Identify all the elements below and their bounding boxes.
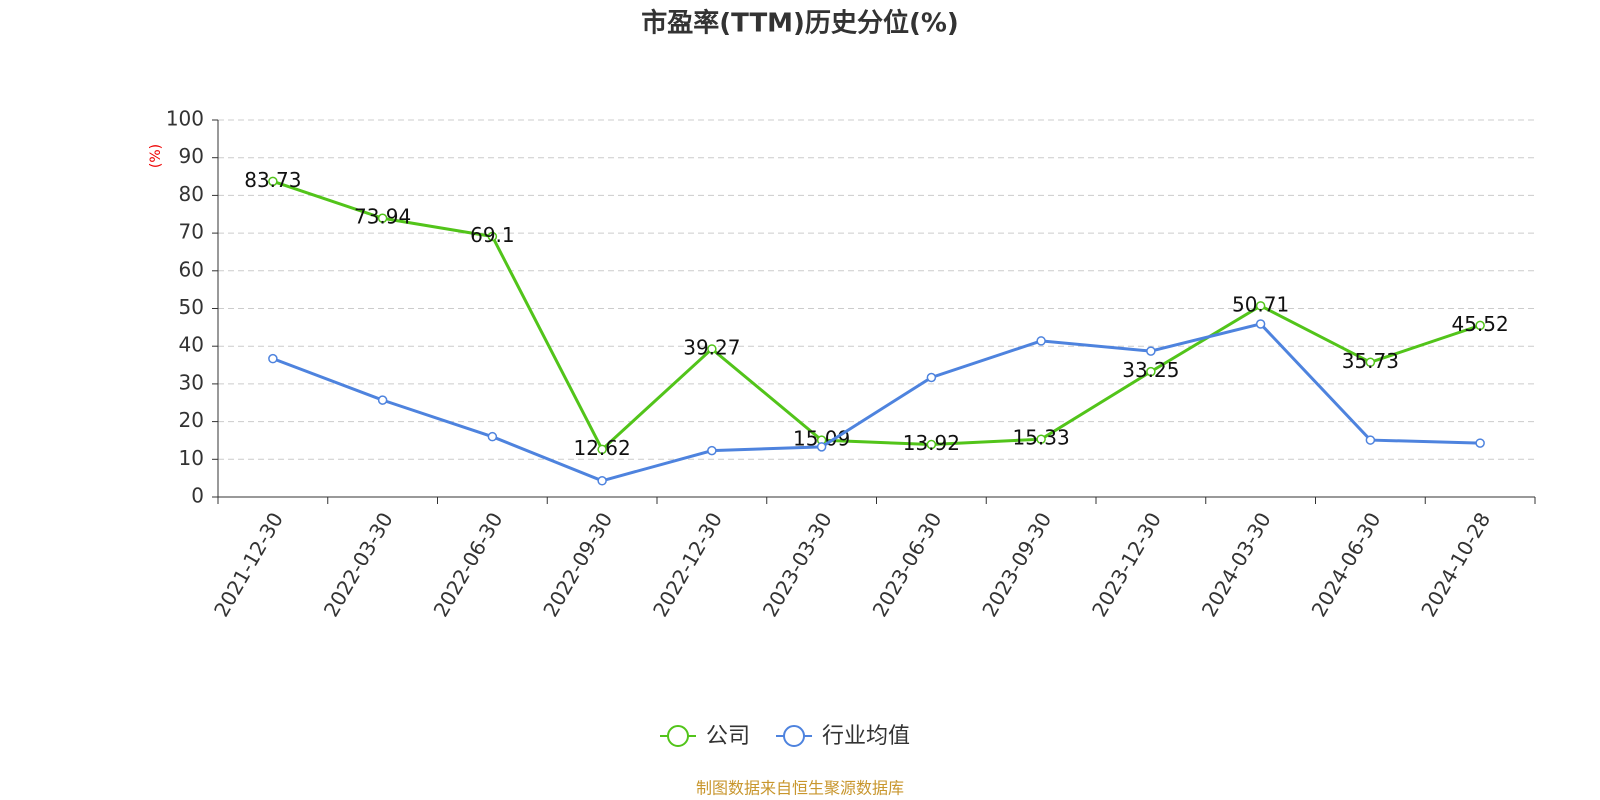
source-note: 制图数据来自恒生聚源数据库 (696, 779, 904, 798)
x-tick-label: 2022-06-30 (429, 508, 508, 621)
point (268, 353, 278, 364)
legend-label: 行业均值 (822, 724, 910, 749)
point (1475, 438, 1485, 448)
x-tick-label: 2023-03-30 (758, 508, 837, 621)
y-tick-label: 20 (179, 408, 204, 432)
data-label: 33.25 (1122, 358, 1179, 382)
data-label: 50.71 (1232, 292, 1289, 316)
x-tick-label: 2022-03-30 (319, 508, 398, 621)
point (597, 444, 607, 455)
point (377, 213, 388, 223)
legend-marker (783, 725, 806, 747)
x-tick-label: 2021-12-30 (209, 508, 288, 621)
point (926, 372, 937, 383)
point (1365, 357, 1376, 368)
point (1036, 336, 1046, 346)
x-tick-label: 2024-06-30 (1307, 508, 1386, 621)
point (487, 231, 498, 242)
data-label: 39.27 (683, 335, 740, 359)
point (268, 176, 278, 187)
point (487, 431, 498, 442)
point (707, 344, 717, 354)
y-tick-label: 90 (179, 144, 204, 168)
data-label: 35.73 (1342, 349, 1399, 373)
point (1036, 434, 1046, 444)
point (1146, 366, 1156, 377)
point (707, 445, 717, 456)
x-tick-label: 2023-12-30 (1087, 508, 1166, 621)
series-line (272, 322, 1481, 483)
data-label: 45.52 (1451, 312, 1508, 336)
y-tick-label: 70 (179, 220, 204, 244)
legend-label: 公司 (706, 724, 750, 749)
y-tick-label: 50 (179, 295, 204, 319)
y-tick-label: 0 (191, 484, 204, 508)
point (1365, 435, 1376, 445)
x-tick-label: 2023-09-30 (977, 508, 1056, 621)
x-tick-label: 2024-03-30 (1197, 508, 1276, 621)
y-tick-label: 10 (179, 446, 204, 470)
data-label: 15.33 (1012, 426, 1069, 450)
x-tick-label: 2024-10-28 (1416, 508, 1495, 621)
data-label: 69.1 (470, 223, 515, 247)
x-tick-label: 2022-09-30 (538, 508, 617, 621)
y-tick-label: 60 (179, 257, 204, 281)
y-tick-label: 100 (166, 107, 204, 131)
point (1255, 319, 1266, 329)
y-axis-label: (%) (148, 144, 164, 168)
chart-title: 市盈率(TTM)历史分位(%) (641, 8, 959, 39)
point (1475, 320, 1485, 331)
point (597, 476, 607, 486)
legend-marker (667, 725, 689, 747)
data-label: 13.92 (903, 431, 960, 455)
y-tick-label: 40 (179, 333, 204, 357)
data-label: 12.62 (573, 436, 630, 460)
point (926, 439, 937, 450)
x-tick-label: 2023-06-30 (868, 508, 947, 621)
y-tick-label: 80 (179, 182, 204, 206)
point (1255, 301, 1266, 311)
point (1146, 346, 1156, 356)
series-line (272, 179, 1481, 452)
x-tick-label: 2022-12-30 (648, 508, 727, 621)
data-label: 83.73 (244, 168, 301, 192)
point (816, 442, 827, 452)
y-tick-label: 30 (179, 370, 204, 394)
data-label: 73.94 (354, 205, 411, 229)
point (377, 395, 388, 405)
